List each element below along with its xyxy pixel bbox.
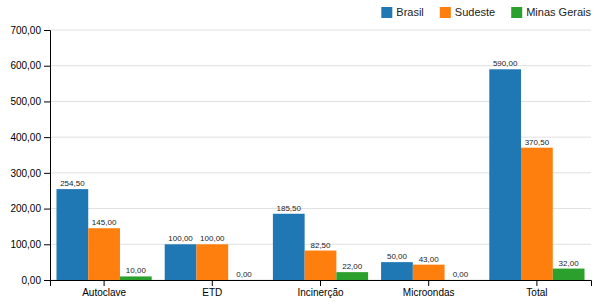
chart: 0,00 100,00 200,00 300,00 400,00 500,00 600,00… — [0, 0, 606, 308]
bar — [120, 276, 152, 280]
bar — [165, 244, 197, 280]
data-label: 590,00 — [493, 59, 518, 68]
legend: Brasil Sudeste Minas Gerais — [381, 6, 591, 18]
legend-label: Minas Gerais — [526, 6, 591, 18]
grid — [50, 30, 591, 280]
y-tick: 0,00 — [22, 275, 50, 286]
tick-label: 300,00 — [10, 168, 41, 179]
bar — [489, 69, 521, 280]
data-label: 100,00 — [200, 234, 225, 243]
y-tick: 400,00 — [10, 132, 50, 143]
data-label: 0,00 — [453, 270, 469, 279]
legend-item: Minas Gerais — [511, 6, 591, 18]
tick-mark — [44, 137, 50, 138]
tick-label: ETD — [202, 287, 222, 298]
tick-mark — [536, 280, 537, 286]
tick-mark — [44, 244, 50, 245]
data-label: 82,50 — [310, 241, 331, 250]
legend-swatch — [511, 7, 522, 18]
tick-mark — [320, 280, 321, 286]
y-tick: 700,00 — [10, 25, 50, 36]
tick-mark — [212, 280, 213, 286]
bar — [553, 269, 585, 280]
data-label: 370,50 — [525, 138, 550, 147]
tick-label: Incinerção — [297, 287, 344, 298]
data-labels: 254,50 100,00 185,50 50,00 590,00 145,00 100,0… — [60, 59, 579, 279]
tick-label: Microondas — [403, 287, 455, 298]
tick-label: Total — [526, 287, 547, 298]
legend-swatch — [381, 7, 392, 18]
y-tick: 300,00 — [10, 168, 50, 179]
x-tick: ETD — [202, 280, 222, 298]
x-tick: Autoclave — [82, 280, 126, 298]
data-label: 10,00 — [126, 266, 147, 275]
bar — [88, 228, 120, 280]
y-axis: 0,00 100,00 200,00 300,00 400,00 500,00 600,00… — [10, 25, 50, 286]
tick-label: 100,00 — [10, 239, 41, 250]
data-label: 145,00 — [92, 218, 117, 227]
tick-label: 0,00 — [22, 275, 42, 286]
tick-label: Autoclave — [82, 287, 126, 298]
legend-item: Sudeste — [440, 6, 495, 18]
tick-label: 700,00 — [10, 25, 41, 36]
data-label: 254,50 — [60, 179, 85, 188]
y-tick: 100,00 — [10, 239, 50, 250]
bar — [521, 148, 553, 280]
y-tick: 200,00 — [10, 203, 50, 214]
bar — [413, 265, 445, 280]
bar — [228, 280, 260, 281]
bar-series — [56, 69, 521, 280]
tick-mark — [44, 209, 50, 210]
tick-mark — [44, 66, 50, 67]
tick-mark — [428, 280, 429, 286]
tick-label: 600,00 — [10, 60, 41, 71]
x-tick: Microondas — [403, 280, 455, 298]
tick-mark — [44, 173, 50, 174]
axis-domain — [51, 281, 592, 287]
x-tick: Incinerção — [297, 280, 344, 298]
data-label: 50,00 — [387, 252, 408, 261]
data-label: 22,00 — [342, 262, 363, 271]
x-tick: Total — [526, 280, 547, 298]
bars — [56, 69, 584, 280]
tick-mark — [44, 280, 50, 281]
y-tick: 600,00 — [10, 60, 50, 71]
data-label: 32,00 — [559, 259, 580, 268]
data-label: 100,00 — [168, 234, 193, 243]
bar — [273, 214, 305, 280]
x-axis: Autoclave ETD Incinerção Microondas Total — [51, 280, 592, 298]
bar — [336, 272, 368, 280]
plot: 0,00 100,00 200,00 300,00 400,00 500,00 600,00… — [10, 25, 591, 298]
bar-series — [88, 148, 553, 280]
y-tick: 500,00 — [10, 96, 50, 107]
tick-mark — [44, 101, 50, 102]
bar — [445, 280, 477, 281]
grid-line — [50, 30, 591, 31]
tick-label: 200,00 — [10, 203, 41, 214]
axis-domain — [44, 31, 51, 281]
legend-label: Brasil — [396, 6, 424, 18]
legend-swatch — [440, 7, 451, 18]
bar — [305, 251, 337, 280]
bar — [56, 189, 88, 280]
tick-mark — [44, 30, 50, 31]
legend-label: Sudeste — [455, 6, 495, 18]
bar — [381, 262, 413, 280]
data-label: 0,00 — [236, 270, 252, 279]
tick-label: 400,00 — [10, 132, 41, 143]
bar — [196, 244, 228, 280]
data-label: 185,50 — [277, 204, 302, 213]
tick-mark — [104, 280, 105, 286]
data-label: 43,00 — [419, 255, 440, 264]
legend-item: Brasil — [381, 6, 424, 18]
tick-label: 500,00 — [10, 96, 41, 107]
